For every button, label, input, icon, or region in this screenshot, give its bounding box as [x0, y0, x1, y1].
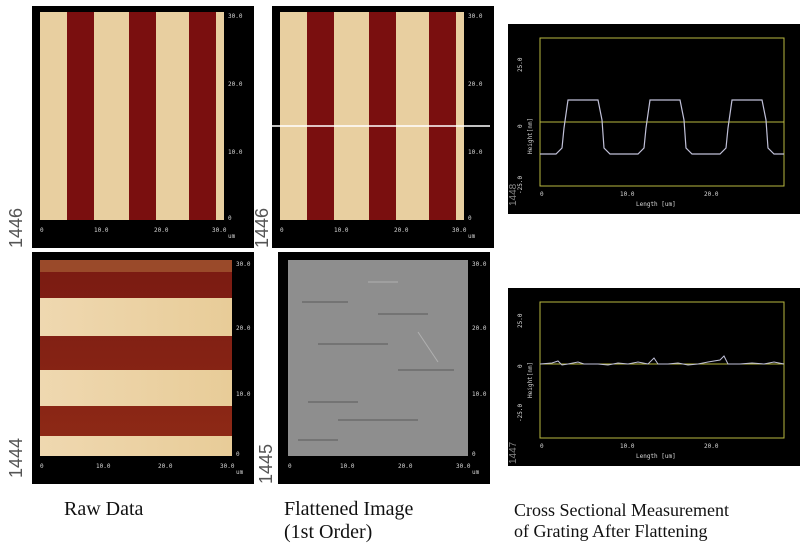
profile-id-label: 1447 [508, 441, 519, 464]
afm-image-top-flattened: 0 10.0 20.0 30.0 30.0 20.0 10.0 0 um [272, 6, 494, 248]
y-tick: 25.0 [517, 313, 524, 328]
grating-stripe [67, 12, 94, 220]
y-tick: 0 [517, 124, 524, 128]
grating-stripe [129, 12, 156, 220]
caption-cross-section-line2: of Grating After Flattening [514, 520, 708, 541]
x-tick: 10.0 [96, 463, 111, 470]
grating-surface [288, 260, 468, 456]
x-tick: 20.0 [158, 463, 173, 470]
unit-label: um [236, 469, 244, 476]
y-tick: 20.0 [236, 325, 251, 332]
y-tick: 10.0 [468, 149, 483, 156]
y-tick: -25.0 [517, 176, 524, 194]
unit-label: um [472, 469, 480, 476]
grating-stripe [429, 12, 456, 220]
x-axis-label: Length [um] [636, 453, 676, 460]
plot-frame [539, 301, 785, 439]
y-tick: 0 [468, 215, 472, 222]
x-tick: 0 [40, 227, 44, 234]
x-tick: 30.0 [212, 227, 227, 234]
x-tick: 10.0 [94, 227, 109, 234]
grating-stripe [40, 436, 232, 456]
caption-flattened: Flattened Image (1st Order) [284, 498, 413, 544]
x-tick: 0 [40, 463, 44, 470]
afm-image-bottom-raw: 0 10.0 20.0 30.0 30.0 20.0 10.0 0 um [32, 252, 254, 484]
afm-image-top-raw: 0 10.0 20.0 30.0 30.0 20.0 10.0 0 um [32, 6, 254, 248]
x-tick: 20.0 [704, 191, 719, 198]
caption-raw-data: Raw Data [64, 498, 144, 520]
image-id-label: 1446 [252, 207, 272, 248]
height-profile-line [540, 99, 784, 155]
x-tick: 30.0 [220, 463, 235, 470]
x-tick: 20.0 [704, 443, 719, 450]
cross-section-profile-top: 25.0 0 -25.0 Height[nm] 0 10.0 20.0 Leng… [508, 24, 800, 214]
y-tick: 0 [228, 215, 232, 222]
x-tick: 30.0 [452, 227, 467, 234]
x-tick: 20.0 [398, 463, 413, 470]
caption-flattened-line2: (1st Order) [284, 521, 373, 543]
unit-label: um [468, 233, 476, 240]
y-tick: 30.0 [236, 261, 251, 268]
x-tick: 20.0 [394, 227, 409, 234]
x-tick: 10.0 [340, 463, 355, 470]
y-axis-label: Height[nm] [527, 118, 534, 154]
x-tick: 10.0 [620, 443, 635, 450]
grating-surface [40, 260, 232, 456]
y-tick: 0 [472, 451, 476, 458]
x-tick: 0 [280, 227, 284, 234]
y-axis-label: Height[nm] [527, 362, 534, 398]
y-tick: 20.0 [228, 81, 243, 88]
x-tick: 0 [288, 463, 292, 470]
y-tick: 20.0 [468, 81, 483, 88]
grating-stripe [307, 12, 334, 220]
x-tick: 20.0 [154, 227, 169, 234]
y-tick: 0 [236, 451, 240, 458]
x-tick: 0 [540, 191, 544, 198]
y-tick: 10.0 [236, 391, 251, 398]
surface-highlights [368, 281, 439, 363]
y-tick: 0 [517, 364, 524, 368]
x-tick: 10.0 [334, 227, 349, 234]
y-tick: 10.0 [228, 149, 243, 156]
image-id-label: 1446 [6, 207, 26, 248]
y-tick: 10.0 [472, 391, 487, 398]
y-tick: 30.0 [228, 13, 243, 20]
x-tick: 30.0 [456, 463, 471, 470]
grating-stripe [189, 12, 216, 220]
afm-image-bottom-flattened: 0 10.0 20.0 30.0 30.0 20.0 10.0 0 um [278, 252, 490, 484]
grating-stripe [40, 260, 232, 272]
grating-stripe [40, 370, 232, 406]
height-profile-line [539, 355, 785, 366]
image-id-label: 1445 [256, 443, 276, 484]
caption-flattened-line1: Flattened Image [284, 498, 414, 520]
y-tick: 30.0 [468, 13, 483, 20]
x-axis-label: Length [um] [636, 201, 676, 208]
surface-artifacts [298, 301, 454, 441]
y-tick: 25.0 [517, 57, 524, 72]
unit-label: um [228, 233, 236, 240]
grating-stripe [369, 12, 396, 220]
x-tick: 0 [540, 443, 544, 450]
caption-cross-section: Cross Sectional Measurement of Grating A… [514, 500, 729, 541]
y-tick: 30.0 [472, 261, 487, 268]
grating-stripe [40, 298, 232, 336]
x-tick: 10.0 [620, 191, 635, 198]
plot-frame [539, 37, 785, 187]
y-tick: 20.0 [472, 325, 487, 332]
y-tick: -25.0 [517, 404, 524, 422]
caption-cross-section-line1: Cross Sectional Measurement [514, 500, 729, 520]
profile-id-label: 1448 [508, 183, 519, 206]
cross-section-profile-bottom: 25.0 0 -25.0 Height[nm] 0 10.0 20.0 Leng… [508, 288, 800, 466]
image-id-label: 1444 [6, 437, 26, 478]
